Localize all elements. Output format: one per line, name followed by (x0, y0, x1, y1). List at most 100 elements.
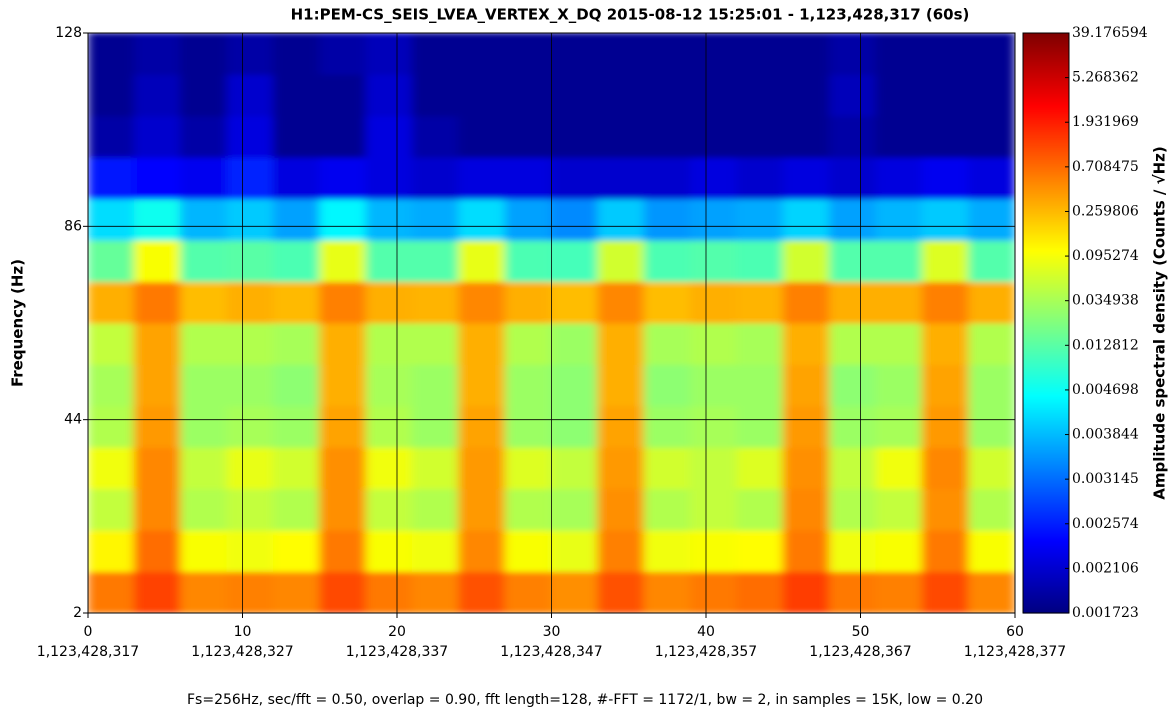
heatmap-cell (968, 322, 1015, 365)
heatmap-cell (226, 239, 274, 283)
heatmap-cell (875, 281, 923, 324)
colorbar-swatch (1023, 427, 1069, 430)
colorbar-swatch (1023, 37, 1069, 40)
heatmap-cell (133, 198, 182, 241)
colorbar-swatch (1023, 441, 1069, 444)
heatmap-cell (551, 73, 599, 117)
colorbar-swatch (1023, 327, 1069, 330)
heatmap-cell (643, 115, 692, 158)
colorbar-swatch (1023, 605, 1069, 608)
colorbar-swatch (1023, 285, 1069, 288)
colorbar-swatch (1023, 479, 1069, 482)
colorbar-swatch (1023, 609, 1069, 612)
heatmap-cell (782, 571, 831, 613)
colorbar-swatch (1023, 611, 1069, 614)
colorbar-swatch (1023, 147, 1069, 150)
heatmap-cell (272, 156, 321, 200)
colorbar-swatch (1023, 531, 1069, 534)
colorbar-swatch (1023, 379, 1069, 382)
colorbar-swatch (1023, 219, 1069, 222)
colorbar-swatch (1023, 105, 1069, 108)
colorbar-swatch (1023, 311, 1069, 314)
heatmap-cell (597, 446, 645, 490)
colorbar-swatch (1023, 559, 1069, 562)
colorbar-swatch (1023, 571, 1069, 574)
heatmap-cell (458, 156, 506, 200)
colorbar-tick-label: 1.931969 (1072, 114, 1139, 130)
colorbar-swatch (1023, 451, 1069, 454)
heatmap-cell (133, 73, 182, 117)
colorbar-swatch (1023, 87, 1069, 90)
colorbar-swatch (1023, 545, 1069, 548)
heatmap-cell (690, 405, 738, 448)
heatmap-cell (365, 322, 413, 365)
colorbar-swatch (1023, 299, 1069, 302)
heatmap-cell (133, 33, 182, 75)
heatmap-cell (597, 33, 645, 75)
colorbar-swatch (1023, 95, 1069, 98)
heatmap-cell (690, 281, 738, 324)
colorbar-swatch (1023, 191, 1069, 194)
heatmap-cell (690, 529, 738, 573)
colorbar-swatch (1023, 463, 1069, 466)
heatmap-cell (551, 488, 599, 531)
heatmap-cell (690, 239, 738, 283)
colorbar-swatch (1023, 487, 1069, 490)
heatmap-cell (133, 405, 182, 448)
heatmap-cell (365, 33, 413, 75)
heatmap-cell (319, 529, 367, 573)
colorbar-tick-label: 0.259806 (1072, 203, 1139, 219)
heatmap-cell (643, 281, 692, 324)
colorbar-swatch (1023, 143, 1069, 146)
colorbar-swatch (1023, 265, 1069, 268)
heatmap-cell (458, 73, 506, 117)
colorbar-swatch (1023, 373, 1069, 376)
heatmap-cell (782, 446, 831, 490)
heatmap-cell (736, 156, 784, 200)
colorbar-swatch (1023, 565, 1069, 568)
colorbar-swatch (1023, 201, 1069, 204)
colorbar-swatch (1023, 593, 1069, 596)
heatmap-cell (272, 363, 321, 407)
colorbar-swatch (1023, 241, 1069, 244)
colorbar-swatch (1023, 325, 1069, 328)
colorbar-frame (1022, 32, 1070, 614)
heatmap-cell (782, 488, 831, 531)
heatmap-cell (411, 115, 460, 158)
heatmap-cell (597, 115, 645, 158)
heatmap-cell (643, 405, 692, 448)
colorbar-swatch (1023, 547, 1069, 550)
colorbar-swatch (1023, 83, 1069, 86)
colorbar-swatch (1023, 563, 1069, 566)
heatmap-cell (226, 281, 274, 324)
colorbar-swatch (1023, 403, 1069, 406)
heatmap-cell (875, 571, 923, 613)
colorbar-swatch (1023, 193, 1069, 196)
heatmap-cell (782, 281, 831, 324)
heatmap-cell (226, 363, 274, 407)
colorbar-swatch (1023, 371, 1069, 374)
heatmap-cell (968, 33, 1015, 75)
heatmap-cell (597, 281, 645, 324)
colorbar-tick-label: 39.176594 (1072, 25, 1148, 41)
colorbar-swatch (1023, 153, 1069, 156)
heatmap-cell (875, 529, 923, 573)
heatmap-cell (180, 446, 228, 490)
heatmap-cell (782, 529, 831, 573)
heatmap-cell (829, 239, 877, 283)
heatmap-cell (504, 405, 552, 448)
heatmap-cell (133, 239, 182, 283)
heatmap-cell (736, 73, 784, 117)
heatmap-cell (365, 239, 413, 283)
heatmap-cell (88, 446, 135, 490)
colorbar-swatch (1023, 103, 1069, 106)
colorbar-tick-label: 0.095274 (1072, 248, 1139, 264)
heatmap-cell (272, 33, 321, 75)
colorbar-swatch (1023, 315, 1069, 318)
colorbar-swatch (1023, 429, 1069, 432)
colorbar-swatch (1023, 519, 1069, 522)
colorbar-swatch (1023, 459, 1069, 462)
colorbar-swatch (1023, 137, 1069, 140)
colorbar-swatch (1023, 567, 1069, 570)
x-tick-label: 60 (1006, 624, 1024, 640)
